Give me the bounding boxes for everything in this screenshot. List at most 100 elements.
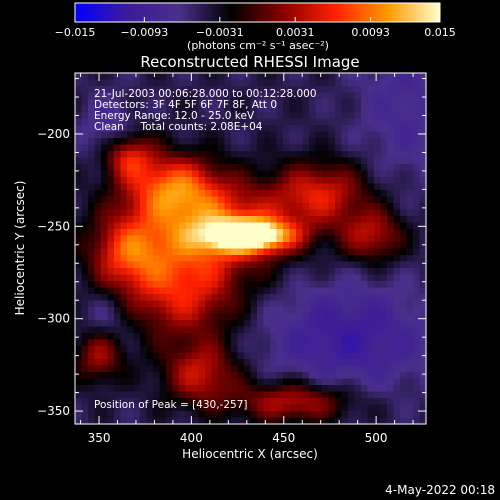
- heatmap-cell: [387, 372, 395, 380]
- heatmap-cell: [218, 157, 226, 165]
- heatmap-cell: [88, 164, 96, 172]
- heatmap-cell: [270, 203, 278, 211]
- heatmap-cell: [406, 177, 414, 185]
- heatmap-cell: [107, 190, 115, 198]
- heatmap-cell: [315, 320, 323, 328]
- heatmap-cell: [419, 261, 427, 269]
- heatmap-cell: [218, 73, 226, 81]
- heatmap-cell: [270, 73, 278, 81]
- heatmap-cell: [192, 378, 200, 386]
- heatmap-cell: [231, 216, 239, 224]
- heatmap-cell: [380, 73, 388, 81]
- heatmap-cell: [218, 105, 226, 113]
- heatmap-cell: [309, 255, 317, 263]
- heatmap-cell: [328, 86, 336, 94]
- heatmap-cell: [166, 203, 174, 211]
- heatmap-cell: [159, 385, 167, 393]
- heatmap-cell: [354, 170, 362, 178]
- heatmap-cell: [185, 131, 193, 139]
- heatmap-cell: [179, 216, 187, 224]
- heatmap-cell: [335, 99, 343, 107]
- heatmap-cell: [94, 398, 102, 406]
- heatmap-cell: [192, 222, 200, 230]
- heatmap-cell: [224, 190, 232, 198]
- heatmap-cell: [341, 411, 349, 419]
- heatmap-cell: [101, 151, 109, 159]
- heatmap-cell: [140, 151, 148, 159]
- heatmap-cell: [231, 333, 239, 341]
- heatmap-cell: [140, 235, 148, 243]
- heatmap-cell: [94, 177, 102, 185]
- heatmap-cell: [114, 300, 122, 308]
- heatmap-cell: [224, 229, 232, 237]
- heatmap-cell: [172, 385, 180, 393]
- heatmap-cell: [263, 157, 271, 165]
- heatmap-cell: [166, 385, 174, 393]
- heatmap-cell: [283, 164, 291, 172]
- heatmap-cell: [114, 196, 122, 204]
- heatmap-cell: [159, 144, 167, 152]
- heatmap-cell: [361, 274, 369, 282]
- heatmap-cell: [218, 339, 226, 347]
- heatmap-cell: [153, 92, 161, 100]
- heatmap-cell: [172, 216, 180, 224]
- heatmap-cell: [179, 320, 187, 328]
- heatmap-cell: [419, 73, 427, 81]
- heatmap-cell: [309, 86, 317, 94]
- heatmap-cell: [114, 209, 122, 217]
- heatmap-cell: [205, 404, 213, 412]
- heatmap-cell: [211, 281, 219, 289]
- heatmap-cell: [166, 190, 174, 198]
- heatmap-cell: [205, 300, 213, 308]
- heatmap-cell: [133, 209, 141, 217]
- heatmap-cell: [354, 268, 362, 276]
- heatmap-cell: [172, 417, 180, 425]
- heatmap-cell: [322, 118, 330, 126]
- heatmap-cell: [88, 372, 96, 380]
- heatmap-cell: [81, 346, 89, 354]
- heatmap-cell: [81, 255, 89, 263]
- heatmap-cell: [335, 307, 343, 315]
- heatmap-cell: [335, 118, 343, 126]
- heatmap-cell: [146, 320, 154, 328]
- heatmap-cell: [205, 190, 213, 198]
- heatmap-cell: [172, 365, 180, 373]
- heatmap-cell: [374, 248, 382, 256]
- heatmap-cell: [107, 385, 115, 393]
- heatmap-cell: [387, 196, 395, 204]
- heatmap-cell: [159, 287, 167, 295]
- heatmap-cell: [289, 86, 297, 94]
- heatmap-cell: [387, 105, 395, 113]
- heatmap-cell: [257, 235, 265, 243]
- heatmap-cell: [250, 183, 258, 191]
- heatmap-cell: [75, 294, 83, 302]
- heatmap-cell: [348, 339, 356, 347]
- heatmap-cell: [354, 333, 362, 341]
- heatmap-cell: [250, 157, 258, 165]
- heatmap-cell: [250, 79, 258, 87]
- heatmap-cell: [302, 333, 310, 341]
- heatmap-cell: [296, 372, 304, 380]
- heatmap-cell: [315, 86, 323, 94]
- heatmap-cell: [237, 346, 245, 354]
- heatmap-cell: [140, 131, 148, 139]
- heatmap-cell: [309, 287, 317, 295]
- heatmap-cell: [114, 339, 122, 347]
- heatmap-cell: [107, 144, 115, 152]
- heatmap-cell: [322, 216, 330, 224]
- heatmap-cell: [153, 164, 161, 172]
- heatmap-cell: [185, 229, 193, 237]
- heatmap-cell: [146, 268, 154, 276]
- heatmap-cell: [413, 131, 421, 139]
- heatmap-cell: [101, 404, 109, 412]
- heatmap-cell: [374, 216, 382, 224]
- heatmap-cell: [224, 177, 232, 185]
- heatmap-cell: [341, 248, 349, 256]
- heatmap-cell: [348, 287, 356, 295]
- heatmap-cell: [406, 346, 414, 354]
- heatmap-cell: [81, 242, 89, 250]
- heatmap-cell: [120, 326, 128, 334]
- heatmap-cell: [81, 209, 89, 217]
- heatmap-cell: [231, 138, 239, 146]
- heatmap-cell: [133, 313, 141, 321]
